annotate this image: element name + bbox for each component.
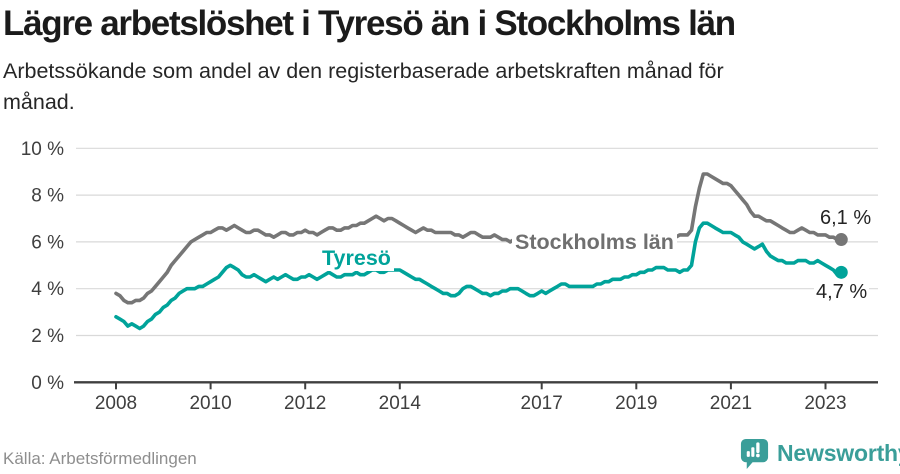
x-tick-label: 2023	[804, 393, 846, 414]
y-tick-label: 0 %	[31, 373, 64, 394]
end-dot-tyreso	[834, 265, 848, 279]
series-line-tyreso	[114, 221, 844, 331]
y-tick-label: 2 %	[31, 326, 64, 347]
page-title: Lägre arbetslöshet i Tyresö än i Stockho…	[3, 4, 736, 43]
x-tick-label: 2014	[379, 393, 422, 414]
x-tick-label: 2010	[189, 393, 231, 414]
newsworthy-logo-text: Newsworthy	[777, 440, 900, 466]
series-label-tyreso: Tyresö	[319, 246, 394, 271]
y-tick-label: 8 %	[31, 186, 64, 207]
series-line-stockholms-lan	[114, 172, 844, 305]
series-label-stockholms-lan: Stockholms län	[512, 230, 677, 255]
end-dot-stockholms-lan	[834, 233, 848, 247]
x-tick-label: 2019	[615, 393, 657, 414]
x-tick-label: 2008	[95, 393, 137, 414]
y-tick-label: 10 %	[21, 139, 64, 160]
chart-subtitle: Arbetssökande som andel av den registerb…	[3, 56, 724, 118]
x-tick-label: 2012	[284, 393, 326, 414]
x-tick-label: 2021	[710, 393, 752, 414]
y-tick-label: 4 %	[31, 279, 64, 300]
x-tick-label: 2017	[521, 393, 563, 414]
end-value-label-tyreso: 4,7 %	[814, 281, 870, 304]
newsworthy-logo-icon	[740, 438, 769, 469]
newsworthy-logo: Newsworthy	[739, 437, 900, 470]
chart-subtitle-line-2: månad.	[3, 90, 75, 114]
end-value-label-stockholms-lan: 6,1 %	[818, 207, 874, 230]
source-note: Källa: Arbetsförmedlingen	[3, 449, 197, 468]
y-tick-label: 6 %	[31, 232, 64, 253]
chart-subtitle-line-1: Arbetssökande som andel av den registerb…	[3, 59, 724, 83]
